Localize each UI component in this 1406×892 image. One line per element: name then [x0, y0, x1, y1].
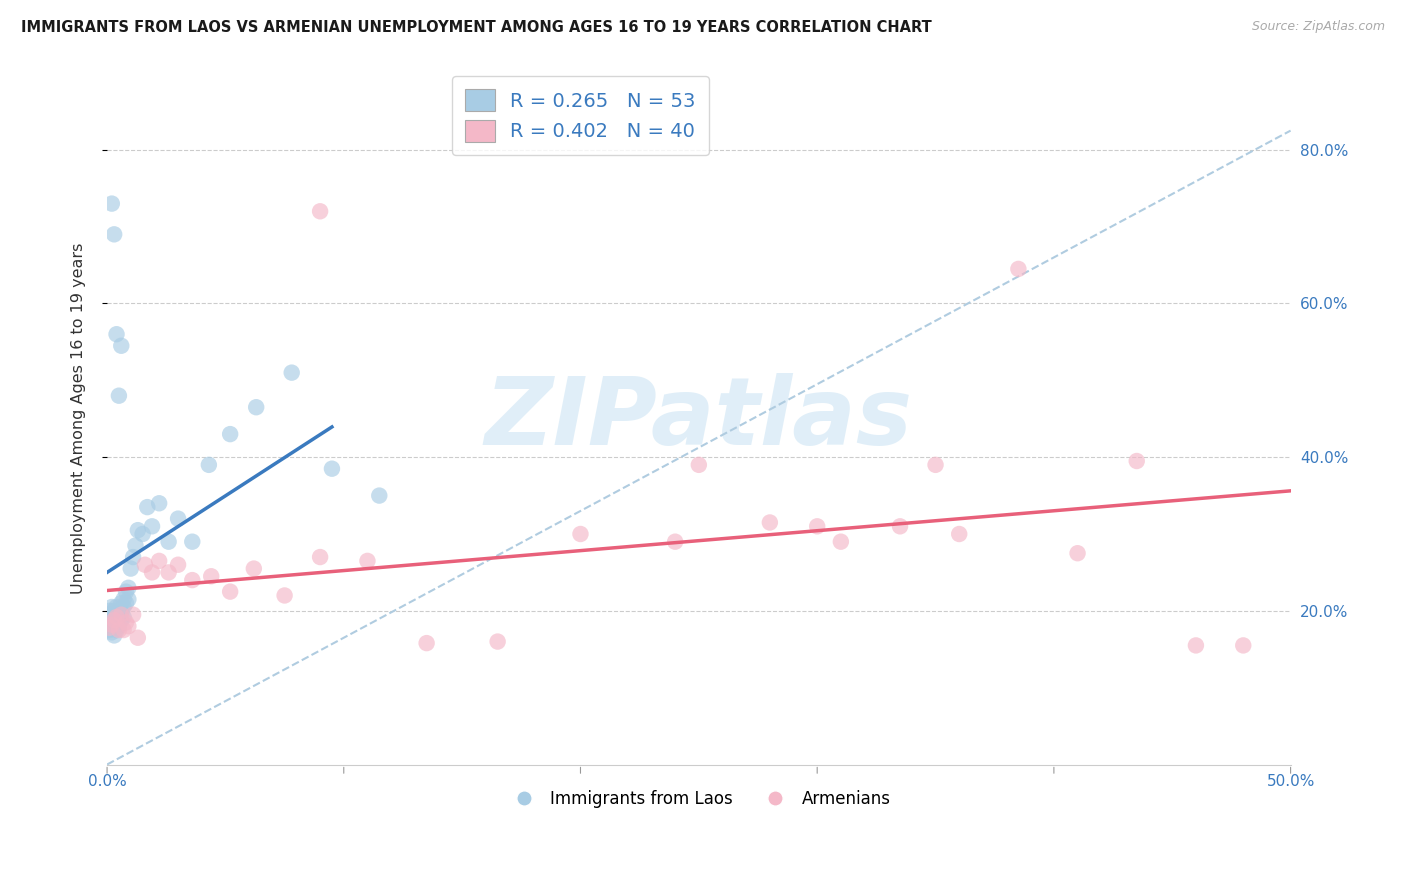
Point — [108, 619, 131, 633]
Point — [167, 511, 190, 525]
Point — [167, 558, 190, 572]
Point — [759, 516, 782, 530]
Point — [415, 636, 437, 650]
Point — [98, 607, 121, 622]
Point — [98, 615, 121, 630]
Point — [112, 623, 135, 637]
Point — [117, 581, 139, 595]
Point — [198, 458, 221, 472]
Point — [356, 554, 378, 568]
Point — [486, 634, 509, 648]
Point — [148, 554, 170, 568]
Point — [219, 584, 242, 599]
Point — [134, 558, 156, 572]
Point — [1232, 639, 1254, 653]
Point — [141, 566, 163, 580]
Point — [181, 534, 204, 549]
Point — [309, 204, 332, 219]
Text: ZIPatlas: ZIPatlas — [485, 373, 912, 465]
Point — [115, 584, 138, 599]
Point — [103, 621, 125, 635]
Point — [219, 427, 242, 442]
Point — [105, 615, 128, 630]
Point — [108, 389, 131, 403]
Point — [112, 599, 135, 614]
Point — [101, 625, 124, 640]
Point — [664, 534, 686, 549]
Point — [688, 458, 710, 472]
Point — [830, 534, 852, 549]
Point — [273, 589, 295, 603]
Point — [110, 596, 132, 610]
Point — [181, 573, 204, 587]
Point — [243, 561, 266, 575]
Point — [280, 366, 302, 380]
Point — [806, 519, 828, 533]
Point — [101, 617, 124, 632]
Point — [108, 623, 131, 637]
Point — [124, 539, 146, 553]
Point — [105, 610, 128, 624]
Point — [101, 196, 124, 211]
Point — [110, 339, 132, 353]
Point — [309, 549, 332, 564]
Text: IMMIGRANTS FROM LAOS VS ARMENIAN UNEMPLOYMENT AMONG AGES 16 TO 19 YEARS CORRELAT: IMMIGRANTS FROM LAOS VS ARMENIAN UNEMPLO… — [21, 20, 932, 35]
Point — [105, 327, 128, 342]
Point — [141, 519, 163, 533]
Point — [101, 607, 124, 622]
Point — [98, 604, 121, 618]
Point — [103, 628, 125, 642]
Point — [1007, 261, 1029, 276]
Point — [245, 401, 267, 415]
Point — [103, 615, 125, 630]
Point — [98, 621, 121, 635]
Point — [115, 596, 138, 610]
Point — [122, 607, 145, 622]
Point — [948, 527, 970, 541]
Point — [127, 631, 149, 645]
Point — [924, 458, 946, 472]
Text: Source: ZipAtlas.com: Source: ZipAtlas.com — [1251, 20, 1385, 33]
Point — [122, 549, 145, 564]
Point — [108, 604, 131, 618]
Point — [112, 610, 135, 624]
Point — [110, 613, 132, 627]
Point — [117, 619, 139, 633]
Point — [117, 592, 139, 607]
Point — [112, 592, 135, 607]
Point — [120, 561, 142, 575]
Point — [1185, 639, 1208, 653]
Point — [368, 489, 391, 503]
Point — [1066, 546, 1088, 560]
Point — [105, 623, 128, 637]
Point — [157, 566, 180, 580]
Point — [103, 227, 125, 242]
Point — [127, 523, 149, 537]
Point — [101, 621, 124, 635]
Point — [157, 534, 180, 549]
Point — [110, 606, 132, 620]
Point — [103, 604, 125, 618]
Point — [1125, 454, 1147, 468]
Point — [131, 527, 153, 541]
Point — [148, 496, 170, 510]
Point — [136, 500, 159, 515]
Point — [103, 613, 125, 627]
Point — [105, 607, 128, 622]
Point — [103, 610, 125, 624]
Point — [101, 599, 124, 614]
Point — [569, 527, 592, 541]
Legend: Immigrants from Laos, Armenians: Immigrants from Laos, Armenians — [501, 784, 897, 815]
Point — [110, 607, 132, 622]
Point — [115, 615, 138, 630]
Point — [101, 615, 124, 630]
Y-axis label: Unemployment Among Ages 16 to 19 years: Unemployment Among Ages 16 to 19 years — [72, 243, 86, 594]
Point — [200, 569, 222, 583]
Point — [108, 611, 131, 625]
Point — [98, 623, 121, 637]
Point — [321, 461, 343, 475]
Point — [889, 519, 911, 533]
Point — [105, 599, 128, 614]
